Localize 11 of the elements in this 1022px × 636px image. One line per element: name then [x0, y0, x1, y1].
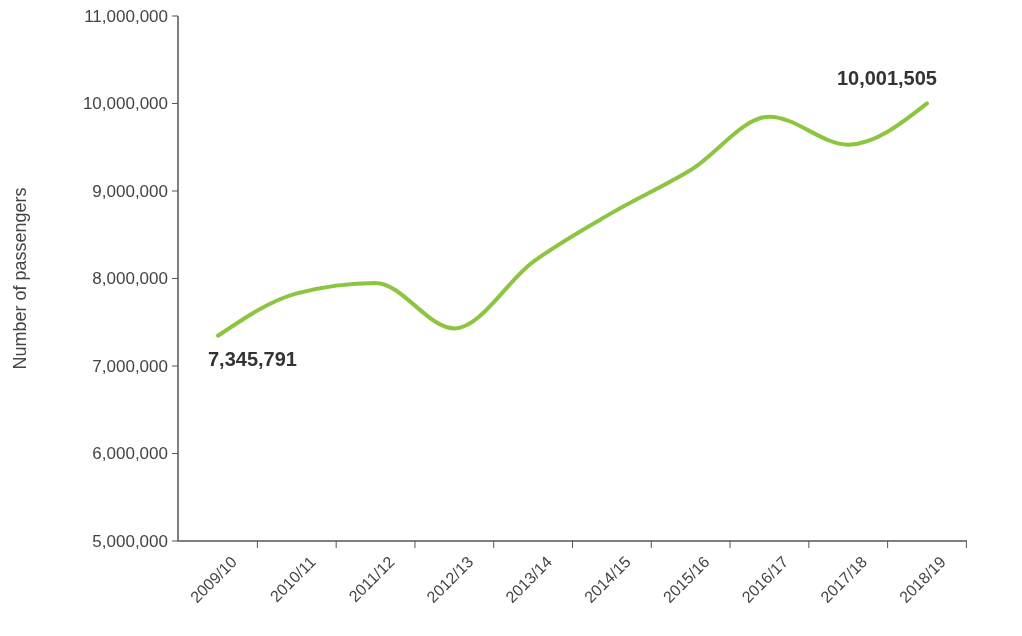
y-tick-label: 7,000,000: [92, 356, 168, 376]
y-tick-label: 9,000,000: [92, 181, 168, 201]
y-axis-title: Number of passengers: [10, 187, 30, 370]
y-tick-label: 8,000,000: [92, 269, 168, 289]
y-tick-label: 6,000,000: [92, 444, 168, 464]
data-label: 10,001,505: [836, 67, 937, 90]
y-tick-label: 11,000,000: [84, 6, 168, 26]
y-tick-label: 5,000,000: [92, 531, 168, 551]
data-label: 7,345,791: [208, 347, 297, 370]
line-series: [216, 101, 929, 338]
y-tick-label: 10,000,000: [82, 94, 168, 114]
